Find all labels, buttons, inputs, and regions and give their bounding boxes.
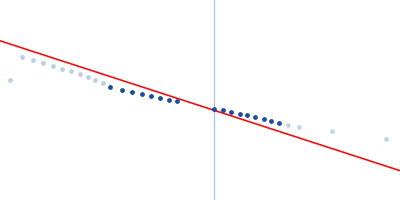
Point <box>285 123 291 126</box>
Point <box>68 70 74 73</box>
Point <box>268 119 274 122</box>
Point <box>220 109 226 112</box>
Point <box>157 96 163 99</box>
Point <box>261 118 267 121</box>
Point <box>148 94 154 98</box>
Point <box>119 88 125 92</box>
Point <box>139 92 145 96</box>
Point <box>100 81 106 84</box>
Point <box>166 98 172 101</box>
Point <box>19 56 25 59</box>
Point <box>129 90 135 94</box>
Point <box>174 100 180 103</box>
Point <box>237 112 243 115</box>
Point <box>85 76 91 79</box>
Point <box>211 107 217 110</box>
Point <box>252 115 258 118</box>
Point <box>77 73 83 76</box>
Point <box>92 78 98 82</box>
Point <box>7 78 13 82</box>
Point <box>244 114 250 117</box>
Point <box>228 110 234 114</box>
Point <box>329 130 335 133</box>
Point <box>107 86 113 89</box>
Point <box>59 67 65 70</box>
Point <box>30 58 36 62</box>
Point <box>296 125 302 128</box>
Point <box>50 64 56 67</box>
Point <box>383 137 389 140</box>
Point <box>40 61 46 64</box>
Point <box>276 121 282 124</box>
